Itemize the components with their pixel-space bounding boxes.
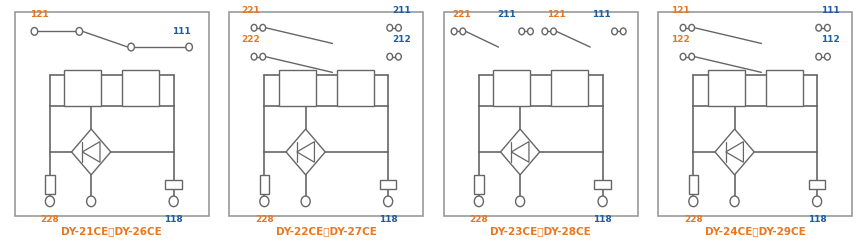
Text: 212: 212	[392, 35, 411, 44]
Bar	[336, 70, 374, 106]
Circle shape	[76, 28, 82, 35]
Circle shape	[460, 28, 466, 35]
Circle shape	[127, 43, 134, 51]
Text: 121: 121	[30, 10, 49, 19]
Text: 222: 222	[242, 35, 260, 44]
Text: DY-21CE，DY-26CE: DY-21CE，DY-26CE	[62, 227, 162, 236]
Text: 111: 111	[821, 6, 840, 15]
Text: 228: 228	[255, 215, 274, 224]
Bar	[260, 175, 269, 194]
Circle shape	[395, 24, 401, 31]
Bar	[166, 180, 182, 189]
Circle shape	[816, 53, 822, 60]
Circle shape	[169, 196, 179, 207]
Circle shape	[688, 196, 698, 207]
Circle shape	[260, 24, 265, 31]
Text: 221: 221	[242, 6, 260, 15]
Text: 118: 118	[808, 215, 826, 224]
Circle shape	[680, 24, 686, 31]
Circle shape	[825, 53, 831, 60]
Bar	[45, 175, 55, 194]
Text: 211: 211	[498, 10, 516, 19]
Text: 228: 228	[41, 215, 59, 224]
Circle shape	[688, 24, 694, 31]
Circle shape	[518, 28, 525, 35]
Circle shape	[260, 53, 265, 60]
Bar	[658, 12, 852, 216]
Text: 118: 118	[593, 215, 612, 224]
Circle shape	[812, 196, 822, 207]
Circle shape	[680, 53, 686, 60]
Text: 122: 122	[671, 35, 689, 44]
Bar	[444, 12, 637, 216]
Circle shape	[598, 196, 607, 207]
Bar	[64, 70, 101, 106]
Polygon shape	[512, 142, 529, 162]
Circle shape	[816, 24, 822, 31]
Circle shape	[186, 43, 192, 51]
Text: 112: 112	[821, 35, 840, 44]
Bar	[707, 70, 745, 106]
Bar	[230, 12, 423, 216]
Circle shape	[825, 24, 831, 31]
Circle shape	[45, 196, 55, 207]
Circle shape	[387, 24, 393, 31]
Text: 121: 121	[547, 10, 565, 19]
Circle shape	[383, 196, 393, 207]
Text: 111: 111	[592, 10, 611, 19]
Bar	[493, 70, 531, 106]
Circle shape	[474, 196, 484, 207]
Circle shape	[612, 28, 617, 35]
Bar	[279, 70, 316, 106]
Polygon shape	[286, 129, 325, 175]
Bar	[474, 175, 484, 194]
Bar	[15, 12, 209, 216]
Text: 228: 228	[470, 215, 488, 224]
Text: 118: 118	[164, 215, 183, 224]
Bar	[380, 180, 396, 189]
Circle shape	[301, 196, 310, 207]
Bar	[551, 70, 588, 106]
Circle shape	[251, 53, 257, 60]
Bar	[122, 70, 160, 106]
Text: DY-23CE，DY-28CE: DY-23CE，DY-28CE	[491, 227, 591, 236]
Polygon shape	[715, 129, 754, 175]
Polygon shape	[726, 142, 743, 162]
Text: 228: 228	[684, 215, 703, 224]
Polygon shape	[72, 129, 111, 175]
Bar	[809, 180, 825, 189]
Text: 211: 211	[392, 6, 411, 15]
Circle shape	[451, 28, 457, 35]
Circle shape	[730, 196, 740, 207]
Circle shape	[31, 28, 38, 35]
Circle shape	[551, 28, 557, 35]
Circle shape	[251, 24, 257, 31]
Circle shape	[260, 196, 269, 207]
Text: 121: 121	[671, 6, 689, 15]
Bar	[595, 180, 611, 189]
Text: DY-22CE，DY-27CE: DY-22CE，DY-27CE	[276, 227, 376, 236]
Polygon shape	[297, 142, 315, 162]
Circle shape	[87, 196, 95, 207]
Polygon shape	[82, 142, 100, 162]
Circle shape	[387, 53, 393, 60]
Circle shape	[542, 28, 548, 35]
Text: 221: 221	[452, 10, 471, 19]
Bar	[766, 70, 803, 106]
Text: DY-24CE，DY-29CE: DY-24CE，DY-29CE	[705, 227, 805, 236]
Circle shape	[621, 28, 626, 35]
Text: 111: 111	[173, 27, 192, 36]
Polygon shape	[500, 129, 539, 175]
Circle shape	[516, 196, 525, 207]
Circle shape	[395, 53, 401, 60]
Text: 118: 118	[379, 215, 397, 224]
Circle shape	[527, 28, 533, 35]
Bar	[688, 175, 698, 194]
Circle shape	[688, 53, 694, 60]
